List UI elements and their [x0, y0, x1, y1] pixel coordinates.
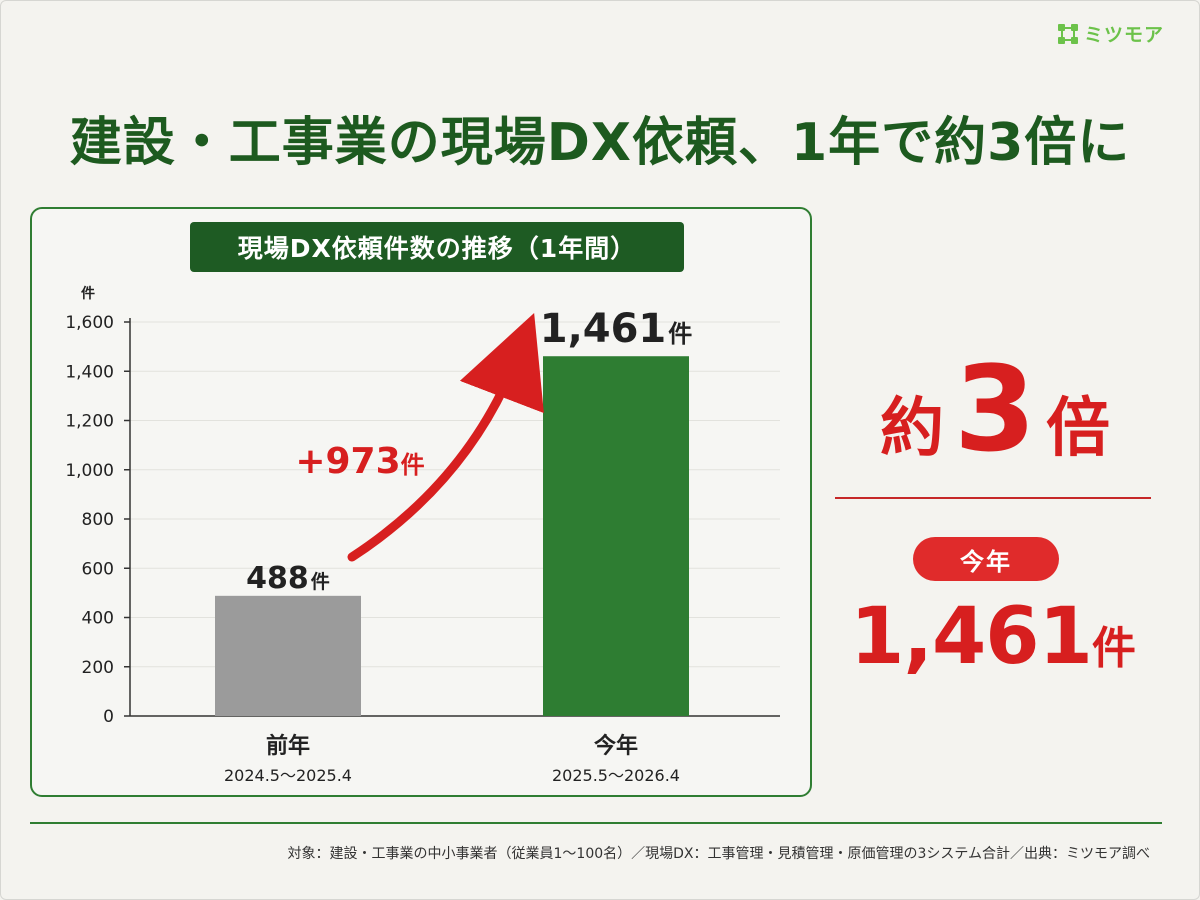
brand-name: ミツモア [1083, 24, 1164, 46]
y-tick-label: 600 [82, 559, 114, 579]
x-period-label: 2025.5～2026.4 [552, 766, 680, 785]
y-tick-label: 1,600 [65, 313, 114, 333]
ratio-value: 3 [953, 340, 1037, 478]
x-period-label: 2024.5～2025.4 [224, 766, 352, 785]
y-tick-label: 1,200 [65, 412, 114, 432]
this-year-count: 1,461件 [835, 592, 1151, 682]
summary-divider [835, 497, 1151, 499]
this-year-badge: 今年 [913, 537, 1059, 581]
y-tick-label: 800 [82, 510, 114, 530]
y-tick-label: 1,400 [65, 362, 114, 382]
y-tick-label: 400 [82, 609, 114, 629]
bar-this-year [543, 356, 689, 716]
count-unit: 件 [1091, 623, 1136, 674]
chart-title: 現場DX依頼件数の推移（1年間） [190, 222, 684, 272]
headline: 建設・工事業の現場DX依頼、1年で約3倍に [69, 113, 1131, 173]
y-tick-label: 200 [82, 658, 114, 678]
count-value: 1,461 [850, 592, 1093, 682]
logo-mark-icon [1057, 23, 1078, 44]
growth-arrow [347, 312, 544, 562]
y-tick-label: 0 [103, 707, 114, 727]
bottom-rule [30, 822, 1162, 824]
y-axis-unit: 件 [81, 285, 95, 302]
ratio-suffix: 倍 [1046, 392, 1111, 466]
growth-annotation: +973件 [295, 441, 424, 482]
bar-value-label: 1,461件 [540, 306, 693, 352]
bar-previous-year [215, 595, 361, 716]
x-category-label: 前年 [266, 733, 310, 759]
x-category-label: 今年 [594, 733, 638, 759]
footnote: 対象：建設・工事業の中小事業者（従業員1～100名）／現場DX：工事管理・見積管… [287, 846, 1150, 862]
brand-logo: ミツモア [1057, 20, 1164, 47]
ratio-highlight: 約3 倍 [830, 340, 1160, 478]
ratio-prefix: 約 [879, 392, 944, 466]
y-tick-label: 1,000 [65, 461, 114, 481]
bar-value-label: 488 件 [246, 561, 330, 596]
